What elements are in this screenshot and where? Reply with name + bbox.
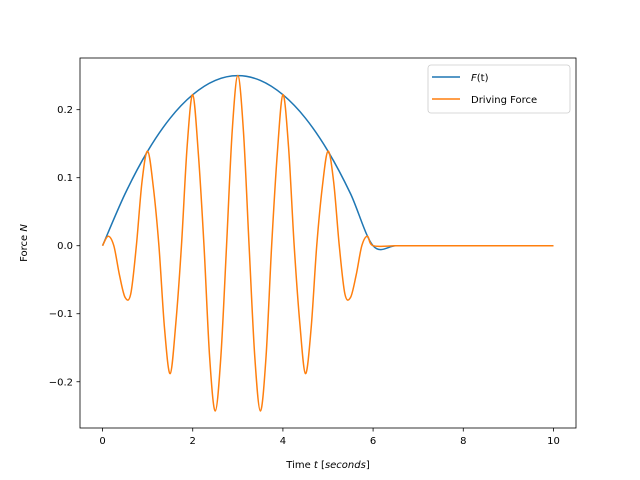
x-tick-label: 8: [460, 436, 466, 447]
legend-label-f-t: F(t): [471, 73, 489, 84]
x-axis-label: Time t [seconds]: [285, 460, 370, 471]
x-tick-label: 0: [99, 436, 105, 447]
x-tick-label: 4: [280, 436, 286, 447]
y-tick-label: 0.2: [57, 105, 73, 116]
legend-box: [427, 64, 571, 114]
legend-label-driving-force: Driving Force: [471, 95, 537, 106]
legend: F(t) Driving Force: [427, 64, 571, 114]
y-tick-label: −0.2: [49, 377, 73, 388]
plot-frame: [79, 57, 577, 429]
x-tick-label: 2: [190, 436, 196, 447]
x-axis-ticks: 0 2 4 6 8 10: [99, 428, 560, 447]
y-tick-label: −0.1: [49, 309, 73, 320]
x-tick-label: 6: [370, 436, 376, 447]
x-tick-label: 10: [547, 436, 560, 447]
y-tick-label: 0.0: [57, 241, 73, 252]
series-line-driving-force: [101, 74, 554, 412]
plot-series: [101, 74, 554, 412]
y-axis-ticks: −0.2 −0.1 0.0 0.1 0.2: [49, 105, 80, 388]
y-axis-label: Force N: [19, 224, 30, 262]
y-tick-label: 0.1: [57, 173, 73, 184]
